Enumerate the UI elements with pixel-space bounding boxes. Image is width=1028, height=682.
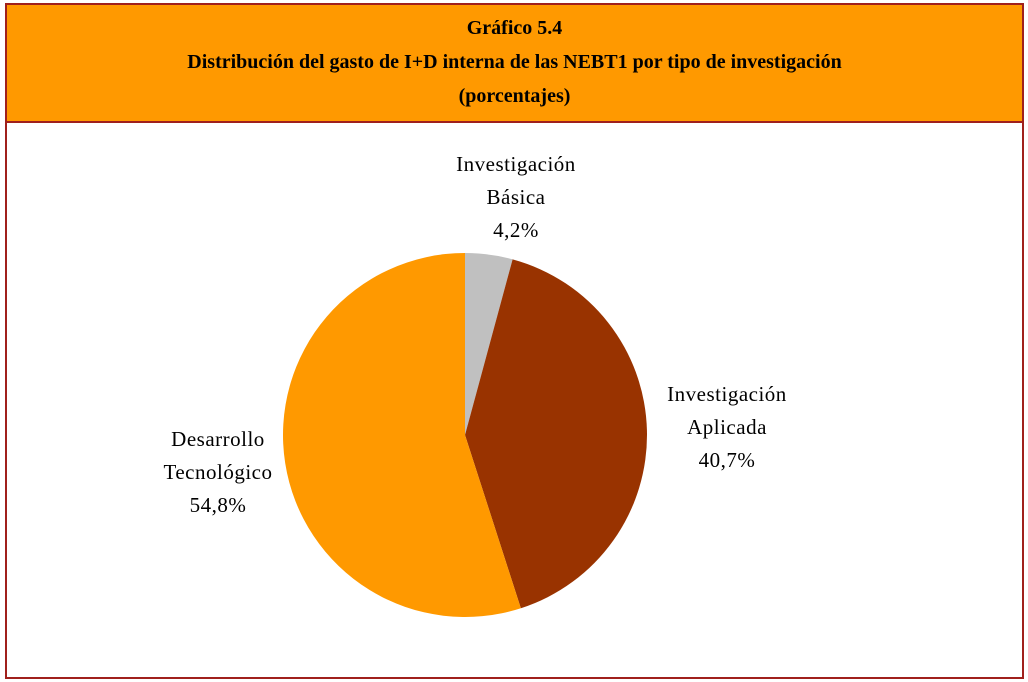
category-label: Investigación Aplicada: [667, 382, 787, 439]
value-label: 40,7%: [698, 448, 756, 472]
category-label: Investigación Básica: [456, 152, 576, 209]
value-label: 4,2%: [493, 218, 539, 242]
slice-label: Investigación Básica 4,2%: [431, 148, 601, 247]
category-label: Desarrollo Tecnológico: [163, 427, 273, 484]
value-label: 54,8%: [189, 493, 247, 517]
pie-slice: [465, 259, 648, 609]
header: Gráfico 5.4 Distribución del gasto de I+…: [7, 5, 1022, 123]
slice-label: Desarrollo Tecnológico 54,8%: [133, 423, 303, 522]
slice-label: Investigación Aplicada 40,7%: [642, 378, 812, 477]
chart-subtitle: Distribución del gasto de I+D interna de…: [187, 51, 842, 73]
chart-note: (porcentajes): [458, 85, 571, 107]
chart-title: Gráfico 5.4: [466, 17, 563, 39]
pie-slice: [465, 253, 513, 435]
pie-slice: [283, 253, 521, 617]
